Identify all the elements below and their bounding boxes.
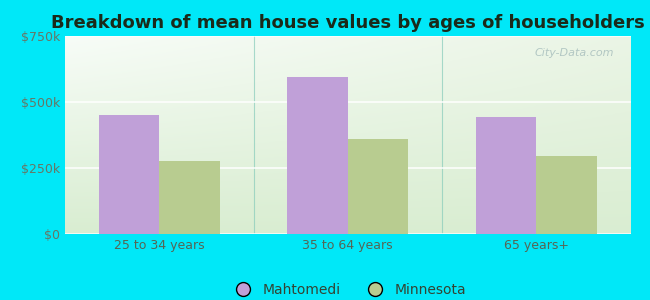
Bar — [159, 160, 220, 234]
Bar — [99, 115, 159, 234]
Text: City-Data.com: City-Data.com — [534, 48, 614, 58]
Title: Breakdown of mean house values by ages of householders: Breakdown of mean house values by ages o… — [51, 14, 645, 32]
Bar — [536, 156, 597, 234]
Legend: Mahtomedi, Minnesota: Mahtomedi, Minnesota — [224, 277, 472, 300]
Bar — [287, 77, 348, 234]
Bar — [476, 116, 536, 234]
Bar — [348, 139, 408, 234]
